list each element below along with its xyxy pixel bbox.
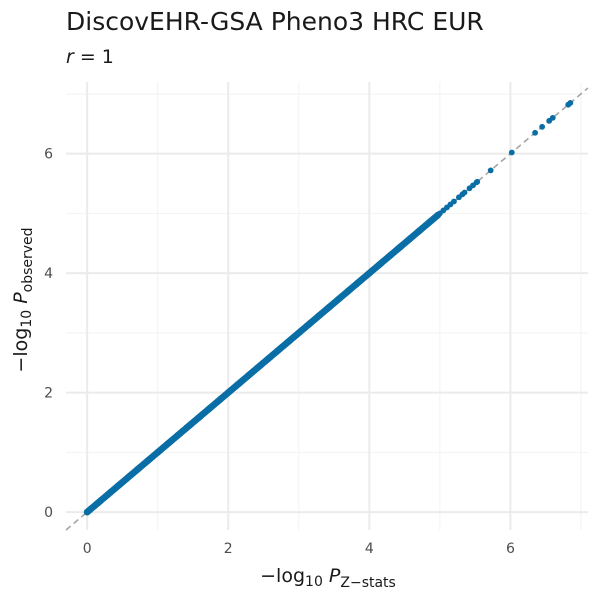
data-point — [549, 114, 556, 121]
chart-subtitle: r = 1 — [66, 46, 114, 68]
data-point — [487, 167, 494, 174]
y-tick-label: 2 — [44, 386, 53, 402]
tail-points — [436, 100, 574, 217]
data-point — [567, 100, 574, 106]
x-tick-label: 6 — [506, 541, 515, 557]
data-point — [539, 123, 546, 130]
subtitle-variable: r — [66, 46, 74, 68]
x-tick-label: 2 — [224, 541, 233, 557]
y-tick-label: 0 — [44, 505, 53, 521]
y-tick-label: 4 — [44, 266, 53, 282]
y-tick-labels: 0 2 4 6 — [44, 147, 53, 521]
data-point — [451, 198, 457, 205]
x-tick-label: 0 — [83, 541, 92, 557]
grid-minor — [66, 82, 588, 530]
data-point — [461, 189, 468, 196]
x-axis-label: −log10 PZ−stats — [260, 565, 396, 591]
data-point — [474, 178, 481, 185]
data-point — [532, 129, 538, 136]
chart-title: DiscovEHR-GSA Pheno3 HRC EUR — [66, 7, 484, 36]
grid-major — [66, 82, 588, 530]
data-point — [508, 149, 515, 156]
y-tick-label: 6 — [44, 147, 53, 163]
subtitle-value: = 1 — [73, 46, 114, 68]
x-tick-labels: 0 2 4 6 — [83, 541, 515, 557]
dense-points — [83, 211, 442, 516]
x-tick-label: 4 — [365, 541, 374, 557]
y-axis-label: −log10 Pobserved — [10, 227, 36, 372]
